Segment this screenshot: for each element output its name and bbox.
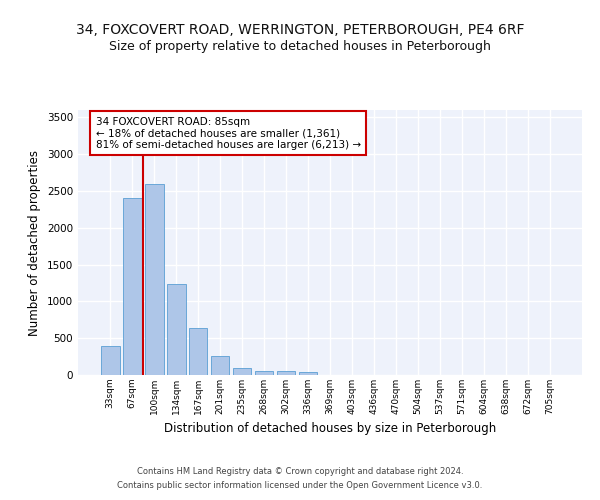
Text: 34, FOXCOVERT ROAD, WERRINGTON, PETERBOROUGH, PE4 6RF: 34, FOXCOVERT ROAD, WERRINGTON, PETERBOR… [76,22,524,36]
Bar [145,184,164,375]
X-axis label: Distribution of detached houses by size in Peterborough: Distribution of detached houses by size … [164,422,496,436]
Bar [255,370,274,375]
Bar [277,371,295,375]
Bar [211,356,229,375]
Bar [123,198,142,375]
Y-axis label: Number of detached properties: Number of detached properties [28,150,41,336]
Bar [101,346,119,375]
Text: Contains HM Land Registry data © Crown copyright and database right 2024.: Contains HM Land Registry data © Crown c… [137,467,463,476]
Text: 34 FOXCOVERT ROAD: 85sqm
← 18% of detached houses are smaller (1,361)
81% of sem: 34 FOXCOVERT ROAD: 85sqm ← 18% of detach… [95,116,361,150]
Text: Size of property relative to detached houses in Peterborough: Size of property relative to detached ho… [109,40,491,53]
Text: Contains public sector information licensed under the Open Government Licence v3: Contains public sector information licen… [118,481,482,490]
Bar [167,284,185,375]
Bar [189,328,208,375]
Bar [233,368,251,375]
Bar [299,372,317,375]
